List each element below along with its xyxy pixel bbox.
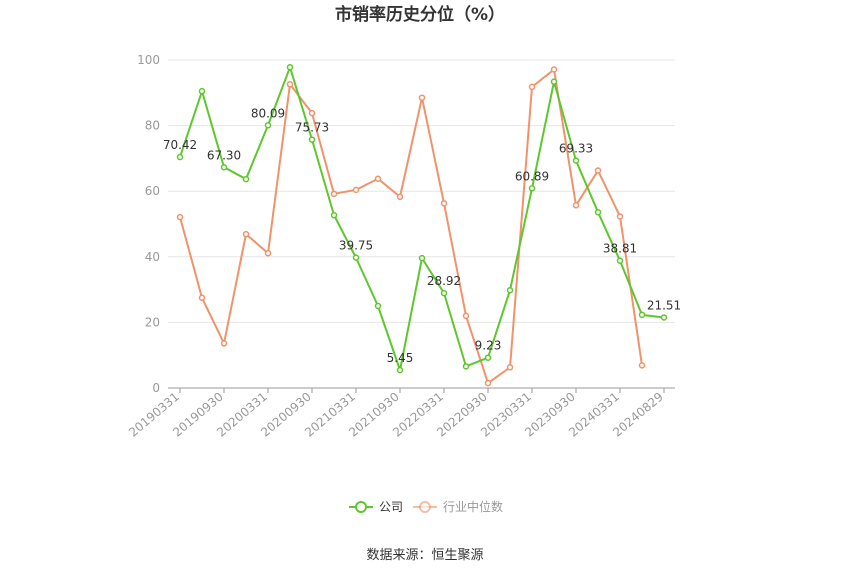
legend-marker-company: [355, 501, 367, 513]
series-1-point-5: [286, 81, 294, 88]
data-label-0: 70.42: [163, 138, 197, 152]
series-0-point-2: [220, 164, 228, 171]
series-1-point-19: [594, 167, 602, 174]
series-1-point-17: [550, 66, 558, 73]
series-0-point-0: [176, 153, 184, 161]
series-0-point-3: [242, 175, 250, 183]
series-0-point-5: [286, 63, 294, 71]
data-source: 数据来源：恒生聚源: [366, 548, 483, 563]
series-1-point-11: [418, 94, 426, 101]
y-tick-label-2: 40: [145, 250, 160, 264]
x-axis: 2019033120190930202003312020093020210331…: [126, 387, 675, 440]
series-1-point-21: [638, 362, 646, 369]
data-label-2: 67.30: [207, 148, 241, 162]
series-0-point-14: [484, 354, 492, 361]
data-label-10: 5.45: [387, 351, 414, 365]
y-tick-label-4: 80: [145, 119, 160, 133]
series-0-point-16: [528, 185, 536, 192]
y-tick-label-3: 60: [145, 184, 160, 198]
series-1-point-2: [220, 340, 228, 347]
y-tick-label-1: 20: [145, 315, 160, 329]
grid: [168, 59, 675, 323]
series-1-point-9: [374, 175, 382, 182]
legend-item-company[interactable]: 公司: [349, 500, 403, 514]
data-label-20: 38.81: [603, 242, 637, 256]
y-axis: 0 20 40 60 80 100: [137, 53, 160, 395]
data-label-22: 21.51: [647, 298, 681, 312]
data-label-6: 75.73: [295, 121, 329, 135]
series-1-point-6: [308, 109, 316, 117]
series-0-point-17: [550, 78, 558, 85]
series-layer: [176, 63, 668, 387]
series-1-point-8: [352, 186, 360, 194]
data-label-14: 9.23: [475, 339, 502, 353]
series-1-point-0: [176, 213, 184, 221]
series-0-point-21: [638, 311, 646, 319]
data-label-4: 80.09: [251, 106, 285, 120]
series-1-point-3: [242, 230, 250, 238]
series-0-point-8: [352, 254, 360, 261]
legend-label-industry: 行业中位数: [443, 499, 503, 514]
series-line-1: [179, 68, 643, 385]
series-1-point-18: [572, 202, 580, 209]
series-0-point-7: [330, 211, 338, 219]
series-0-point-18: [572, 157, 580, 164]
chart-title: 市销率历史分位（%）: [335, 4, 505, 25]
legend-label-company: 公司: [379, 500, 403, 514]
series-1-point-7: [330, 190, 338, 198]
y-tick-label-5: 100: [137, 53, 160, 67]
data-label-18: 69.33: [559, 142, 593, 156]
series-0-point-20: [616, 257, 624, 264]
data-label-8: 39.75: [339, 239, 373, 253]
series-0-point-22: [660, 314, 668, 321]
series-0-point-12: [440, 289, 448, 297]
data-label-12: 28.92: [427, 274, 461, 288]
series-1-point-4: [264, 249, 272, 257]
series-1-point-10: [396, 193, 404, 201]
series-1-point-1: [198, 294, 206, 302]
data-label-16: 60.89: [515, 169, 549, 183]
series-1-point-16: [528, 83, 536, 91]
data-labels: 70.42 67.30 80.09 75.73 39.75 5.45 28.92 9.23 60…: [163, 106, 681, 365]
series-0-point-1: [198, 87, 206, 95]
series-0-point-10: [396, 366, 404, 374]
series-1-point-15: [506, 364, 514, 371]
series-0-point-13: [462, 363, 470, 370]
series-0-point-15: [506, 287, 514, 294]
series-0-point-11: [418, 254, 426, 262]
series-0-point-6: [308, 136, 316, 143]
legend[interactable]: 公司 行业中位数: [349, 499, 503, 514]
legend-item-industry[interactable]: 行业中位数: [413, 499, 503, 514]
legend-marker-industry: [419, 501, 431, 513]
series-0-point-9: [374, 302, 382, 310]
series-1-point-12: [440, 200, 448, 207]
series-0-point-19: [594, 208, 602, 216]
y-tick-label-0: 0: [152, 381, 160, 395]
series-1-point-20: [616, 213, 624, 220]
series-1-point-14: [484, 379, 492, 387]
series-0-point-4: [264, 122, 272, 129]
series-1-point-13: [462, 312, 470, 320]
